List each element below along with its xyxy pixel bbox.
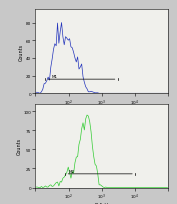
Y-axis label: Counts: Counts — [19, 43, 24, 61]
Text: M2: M2 — [69, 169, 75, 173]
Y-axis label: Counts: Counts — [16, 137, 21, 154]
Text: M1: M1 — [51, 75, 57, 79]
X-axis label: FL1-H: FL1-H — [95, 109, 109, 114]
X-axis label: FL1-H: FL1-H — [95, 202, 109, 204]
